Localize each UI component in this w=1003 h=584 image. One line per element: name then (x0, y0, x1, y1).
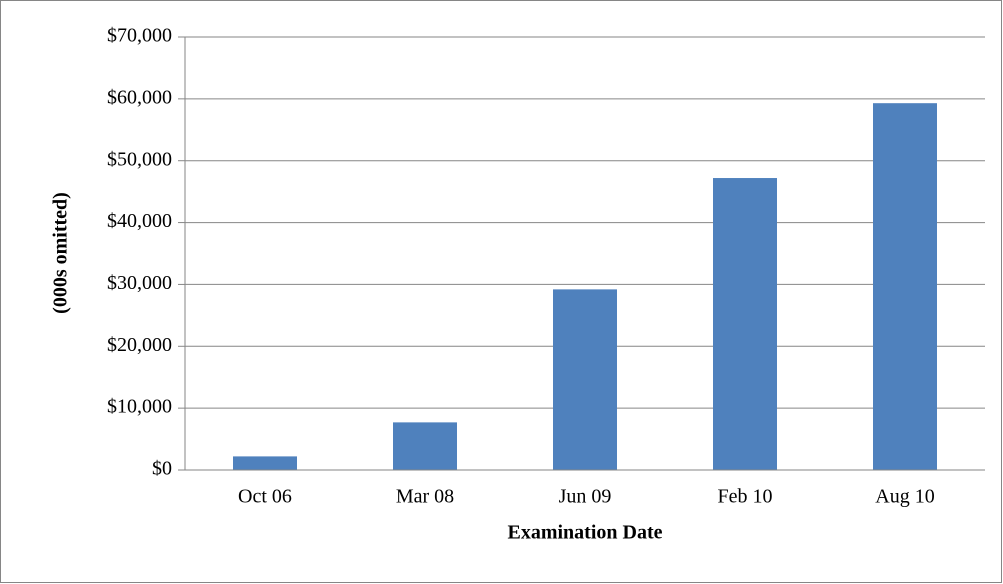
y-tick-label: $50,000 (107, 148, 172, 170)
bar (393, 422, 457, 470)
bar (873, 103, 937, 471)
y-axis-title: (000s omitted) (50, 192, 72, 314)
bar (233, 456, 297, 470)
x-axis-title: Examination Date (508, 522, 663, 544)
y-tick-label: $70,000 (107, 25, 172, 47)
bar (713, 178, 777, 470)
y-tick-label: $30,000 (107, 272, 172, 294)
x-tick-label: Jun 09 (559, 486, 612, 508)
x-tick-label: Mar 08 (396, 486, 454, 508)
x-tick-label: Oct 06 (238, 486, 292, 508)
y-tick-label: $40,000 (107, 210, 172, 232)
bar (553, 289, 617, 470)
y-tick-label: $10,000 (107, 396, 172, 418)
y-tick-label: $20,000 (107, 334, 172, 356)
y-tick-label: $60,000 (107, 86, 172, 108)
x-tick-label: Feb 10 (718, 486, 773, 508)
y-tick-label: $0 (152, 458, 172, 480)
x-tick-label: Aug 10 (875, 486, 934, 508)
